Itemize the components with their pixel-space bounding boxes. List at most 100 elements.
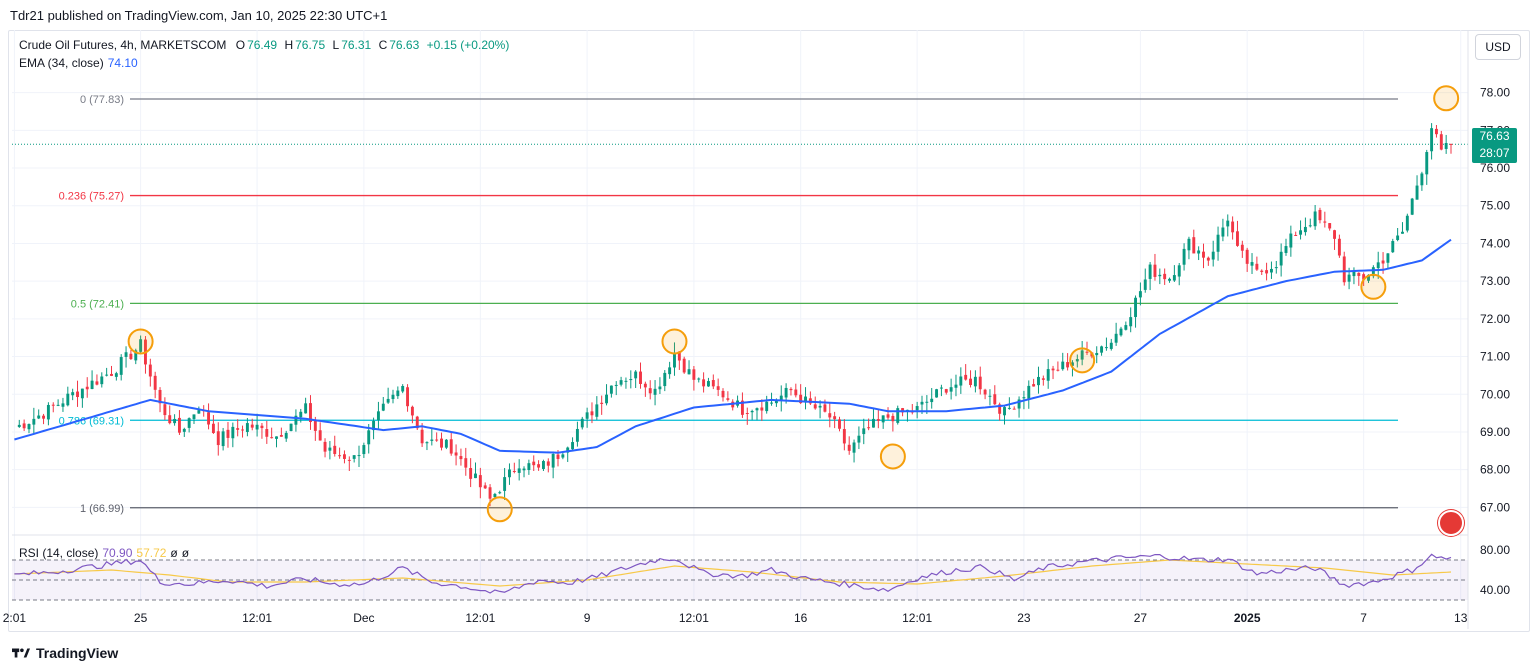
candle-body: [1357, 272, 1361, 276]
candle-body: [1342, 256, 1346, 283]
candle-body: [406, 387, 410, 407]
candle-body: [847, 444, 851, 451]
candle-body: [134, 350, 138, 361]
candle-body: [1041, 378, 1045, 380]
candle-body: [1032, 384, 1036, 387]
candle-body: [474, 473, 477, 479]
candle-body: [1245, 249, 1249, 264]
candle-body: [110, 373, 113, 376]
candle-body: [1396, 235, 1400, 241]
candle-body: [872, 418, 875, 428]
candle-body: [1255, 263, 1259, 270]
symbol-legend: Crude Oil Futures, 4h, MARKETSCOM O 76.49…: [19, 38, 509, 52]
candle-body: [192, 414, 196, 419]
candle-body: [760, 407, 764, 411]
candle-body: [1279, 251, 1283, 266]
candle-body: [119, 357, 123, 375]
candle-body: [867, 427, 871, 429]
candle-body: [454, 452, 458, 456]
candle-body: [852, 442, 856, 453]
candle-body: [435, 439, 439, 441]
candle-body: [182, 428, 186, 432]
candle-body: [988, 395, 992, 397]
candle-body: [1163, 273, 1167, 280]
candle-body: [697, 378, 701, 380]
candle-body: [396, 390, 400, 397]
candle-body: [673, 353, 676, 368]
candle-body: [313, 420, 317, 431]
candle-body: [1333, 230, 1336, 239]
candle-body: [1007, 407, 1011, 409]
currency-button[interactable]: USD: [1475, 34, 1521, 60]
candle-body: [1430, 128, 1434, 152]
candle-body: [207, 412, 211, 425]
candle-body: [357, 455, 361, 457]
candle-body: [1386, 253, 1390, 263]
candle-body: [318, 430, 322, 441]
candle-body: [949, 387, 953, 392]
candle-body: [891, 415, 895, 422]
candle-body: [37, 415, 41, 419]
time-tick-label: Dec: [353, 611, 374, 625]
candle-body: [1337, 238, 1341, 256]
candle-body: [1376, 262, 1380, 269]
candle-body: [1347, 274, 1351, 282]
candle-body: [1362, 274, 1366, 280]
candle-body: [663, 372, 667, 387]
swing-marker: [1069, 347, 1096, 374]
candle-body: [1269, 268, 1273, 273]
candle-body: [1172, 275, 1176, 281]
candle-body: [668, 367, 672, 375]
candle-body: [1012, 408, 1016, 410]
candle-body: [532, 461, 536, 466]
candle-body: [1410, 198, 1414, 215]
candle-body: [702, 379, 706, 387]
candle-body: [56, 404, 60, 406]
time-tick-label: 12:01: [242, 611, 272, 625]
ema-legend[interactable]: EMA (34, close) 74.10: [19, 56, 138, 70]
time-tick-label: 2:01: [3, 611, 27, 625]
time-tick-label: 23: [1017, 611, 1031, 625]
candle-body: [51, 404, 55, 406]
candle-body: [1303, 226, 1307, 233]
candle-body: [1056, 369, 1060, 371]
rsi-value: 70.90: [102, 546, 133, 560]
candle-body: [1231, 221, 1235, 233]
candle-body: [1371, 267, 1375, 277]
rsi-ma-line: [14, 559, 1452, 587]
candle-body: [973, 376, 977, 387]
price-tick-label: 70.00: [1480, 387, 1510, 401]
candle-body: [527, 463, 531, 471]
candle-body: [896, 408, 900, 423]
rsi-legend[interactable]: RSI (14, close) 70.90 57.72 ø ø: [19, 546, 189, 560]
candle-body: [959, 376, 963, 386]
candle-body: [1211, 251, 1215, 260]
candle-body: [1134, 297, 1138, 318]
candle-body: [289, 423, 293, 432]
candle-body: [634, 371, 638, 379]
candle-body: [1367, 274, 1370, 281]
candle-body: [1119, 328, 1123, 336]
candle-body: [66, 393, 70, 406]
candle-body: [1095, 352, 1099, 356]
candle-body: [1104, 347, 1108, 349]
candle-body: [80, 388, 84, 399]
time-tick-label: 9: [584, 611, 591, 625]
candle-body: [32, 418, 36, 425]
ema-line: [14, 238, 1452, 454]
candle-body: [876, 419, 880, 421]
candle-body: [114, 373, 118, 377]
footer-brand[interactable]: TradingView: [12, 645, 118, 661]
candle-body: [1085, 351, 1089, 353]
candle-body: [915, 406, 919, 411]
candle-body: [100, 376, 104, 385]
us-flag-icon[interactable]: [1438, 510, 1464, 536]
candle-body: [1182, 248, 1186, 265]
candle-body: [498, 492, 502, 494]
candle-body: [508, 469, 511, 478]
candle-body: [168, 415, 172, 424]
price-tick-label: 67.00: [1480, 500, 1510, 514]
candle-body: [236, 428, 240, 430]
candle-body: [469, 468, 473, 479]
